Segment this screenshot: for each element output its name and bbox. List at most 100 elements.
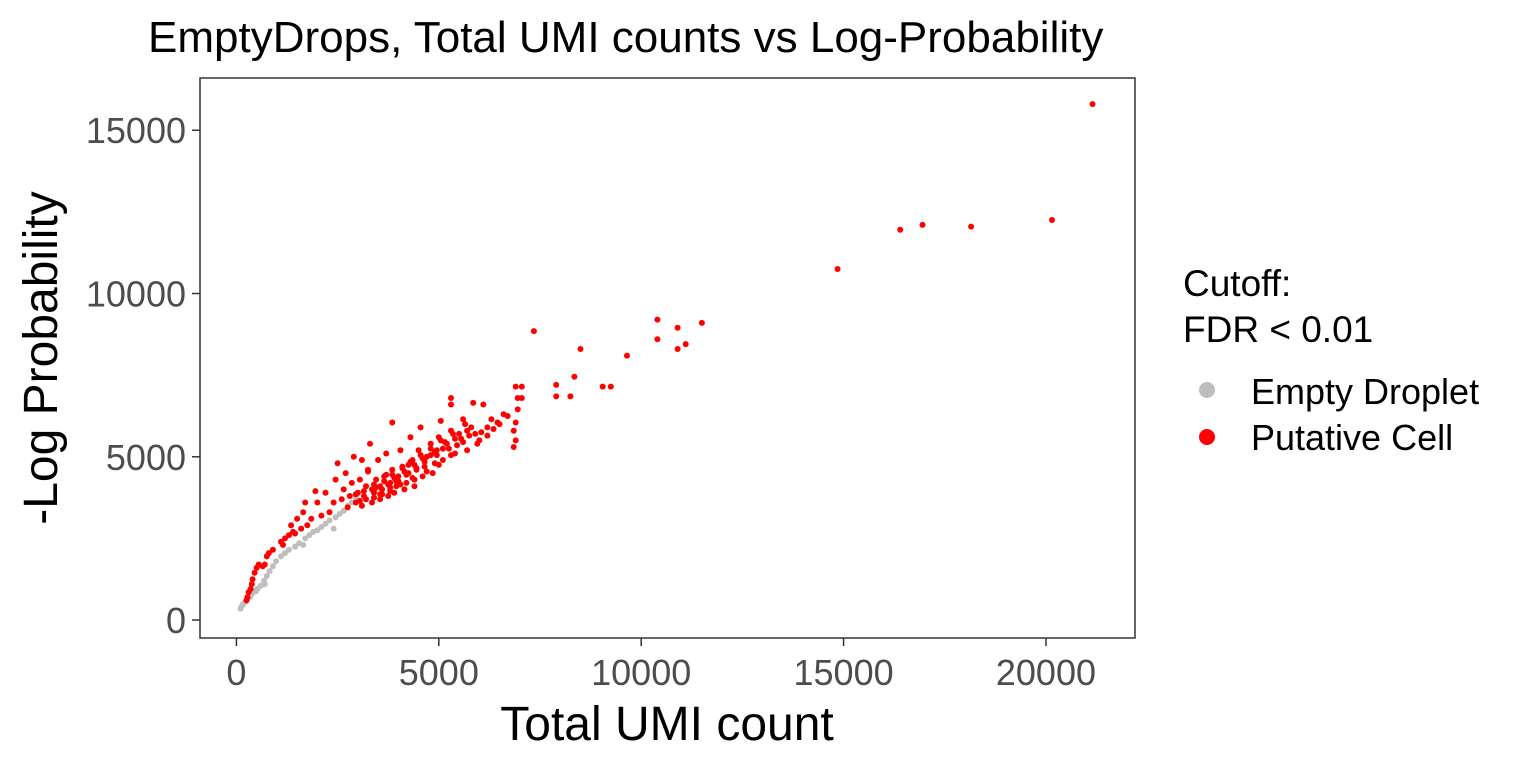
data-point xyxy=(466,432,473,439)
data-point xyxy=(397,447,404,454)
data-point xyxy=(553,381,560,388)
data-point xyxy=(395,478,402,485)
data-point xyxy=(251,569,258,576)
series-putative-cell xyxy=(243,101,1096,604)
data-point xyxy=(518,395,525,401)
data-point xyxy=(371,494,377,501)
data-point xyxy=(346,493,353,499)
data-point xyxy=(478,429,485,436)
data-point xyxy=(435,461,442,468)
data-point xyxy=(336,510,343,517)
data-point xyxy=(567,393,574,400)
data-point xyxy=(419,473,426,480)
data-point xyxy=(358,502,365,509)
data-point xyxy=(381,478,388,485)
data-point xyxy=(421,463,428,470)
data-point xyxy=(308,515,315,522)
data-point xyxy=(326,517,333,524)
x-tick-label: 0 xyxy=(226,652,246,693)
data-point xyxy=(571,373,578,380)
data-point xyxy=(488,416,495,423)
data-point xyxy=(356,497,363,504)
data-point xyxy=(389,471,396,478)
data-point xyxy=(427,440,434,447)
data-point xyxy=(462,421,469,428)
data-point xyxy=(292,543,299,550)
data-point xyxy=(512,419,519,426)
data-point xyxy=(261,581,268,588)
data-point xyxy=(607,383,614,390)
data-point xyxy=(490,426,497,432)
data-point xyxy=(326,509,333,516)
data-point xyxy=(300,541,307,548)
legend-label-putative-cell: Putative Cell xyxy=(1251,417,1453,458)
data-point xyxy=(1049,217,1055,223)
y-tick-label: 15000 xyxy=(86,110,186,151)
x-axis: 0 5000 10000 15000 20000 xyxy=(226,638,1096,693)
data-point xyxy=(682,341,689,348)
data-point xyxy=(243,597,250,604)
data-point xyxy=(358,457,365,463)
data-point xyxy=(429,470,436,477)
data-point xyxy=(834,266,841,272)
data-point xyxy=(344,504,351,511)
chart-title: EmptyDrops, Total UMI counts vs Log-Prob… xyxy=(148,13,1103,62)
x-tick-label: 20000 xyxy=(996,652,1096,693)
data-point xyxy=(433,452,440,459)
data-point xyxy=(472,430,479,437)
data-point xyxy=(439,445,446,452)
data-point xyxy=(367,440,373,447)
data-point xyxy=(439,457,446,463)
data-point xyxy=(269,563,276,570)
y-axis: 0 5000 10000 15000 xyxy=(86,110,200,641)
data-point xyxy=(450,430,456,437)
data-point xyxy=(919,221,926,228)
data-point xyxy=(294,515,301,522)
data-point xyxy=(288,522,295,529)
data-point xyxy=(407,434,414,441)
x-tick-label: 15000 xyxy=(794,652,894,693)
data-point xyxy=(322,520,329,527)
x-tick-label: 5000 xyxy=(399,652,479,693)
data-point xyxy=(263,573,270,579)
data-point xyxy=(304,522,311,529)
data-point xyxy=(411,483,418,490)
data-point xyxy=(458,435,465,442)
data-point xyxy=(423,468,430,475)
data-point xyxy=(290,528,297,535)
data-point xyxy=(253,564,260,571)
data-point xyxy=(897,226,904,233)
data-point xyxy=(599,383,606,390)
data-point xyxy=(360,488,367,495)
data-point xyxy=(399,465,406,472)
data-point xyxy=(248,581,255,588)
legend: Cutoff: FDR < 0.01 Empty Droplet Putativ… xyxy=(1183,263,1479,458)
data-point xyxy=(269,546,276,553)
data-point xyxy=(352,491,359,498)
data-point xyxy=(454,442,460,449)
data-point xyxy=(674,346,681,352)
data-point xyxy=(383,450,390,457)
data-point xyxy=(338,496,345,503)
data-point xyxy=(452,435,458,442)
data-point xyxy=(383,471,390,478)
data-point xyxy=(314,527,321,534)
data-point xyxy=(332,476,339,483)
data-point xyxy=(342,470,349,477)
data-point xyxy=(318,512,325,519)
x-tick-label: 10000 xyxy=(591,652,691,693)
legend-key-empty-droplet xyxy=(1199,382,1215,398)
data-point xyxy=(427,445,434,452)
data-point xyxy=(421,458,428,465)
data-point xyxy=(514,395,521,401)
data-point xyxy=(282,550,288,557)
data-point xyxy=(470,399,477,406)
x-axis-title: Total UMI count xyxy=(500,698,833,751)
data-point xyxy=(403,479,410,486)
data-point xyxy=(624,352,630,359)
data-point xyxy=(377,496,384,503)
legend-title-line-1: Cutoff: xyxy=(1183,263,1291,304)
data-point xyxy=(369,499,375,506)
plot-panel xyxy=(199,77,1136,639)
